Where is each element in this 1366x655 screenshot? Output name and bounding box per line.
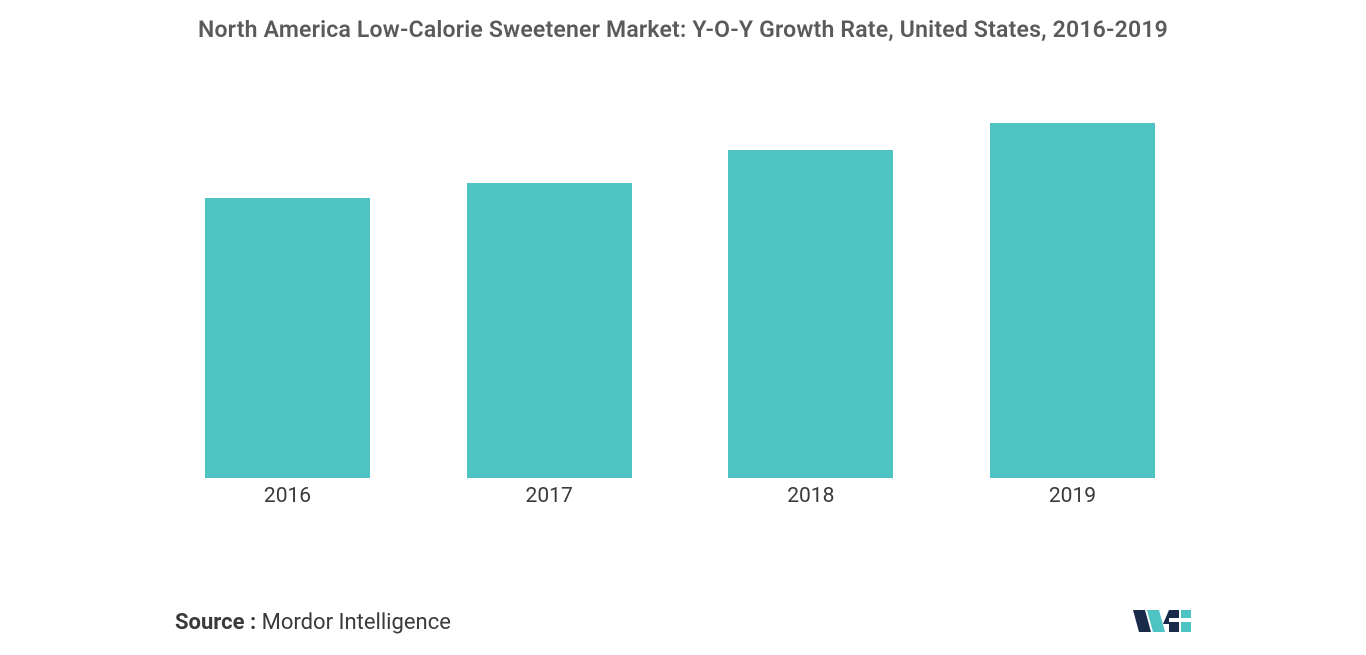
bar-2016 [205,198,370,478]
x-axis-label: 2019 [990,484,1155,508]
x-axis-labels: 2016 2017 2018 2019 [205,484,1155,508]
bar-2018 [728,150,893,478]
x-axis-label: 2016 [205,484,370,508]
mordor-logo-icon [1131,604,1191,640]
chart-title: North America Low-Calorie Sweetener Mark… [0,0,1366,43]
bar-group [728,150,893,478]
bar-group [990,123,1155,478]
source-label: Source : [175,610,256,635]
bar-2017 [467,183,632,478]
bar-group [205,198,370,478]
bar-2019 [990,123,1155,478]
x-axis-label: 2017 [467,484,632,508]
x-axis-label: 2018 [728,484,893,508]
bar-group [467,183,632,478]
source-value: Mordor Intelligence [256,610,451,635]
chart-area [205,118,1155,478]
source-attribution: Source : Mordor Intelligence [175,610,451,635]
